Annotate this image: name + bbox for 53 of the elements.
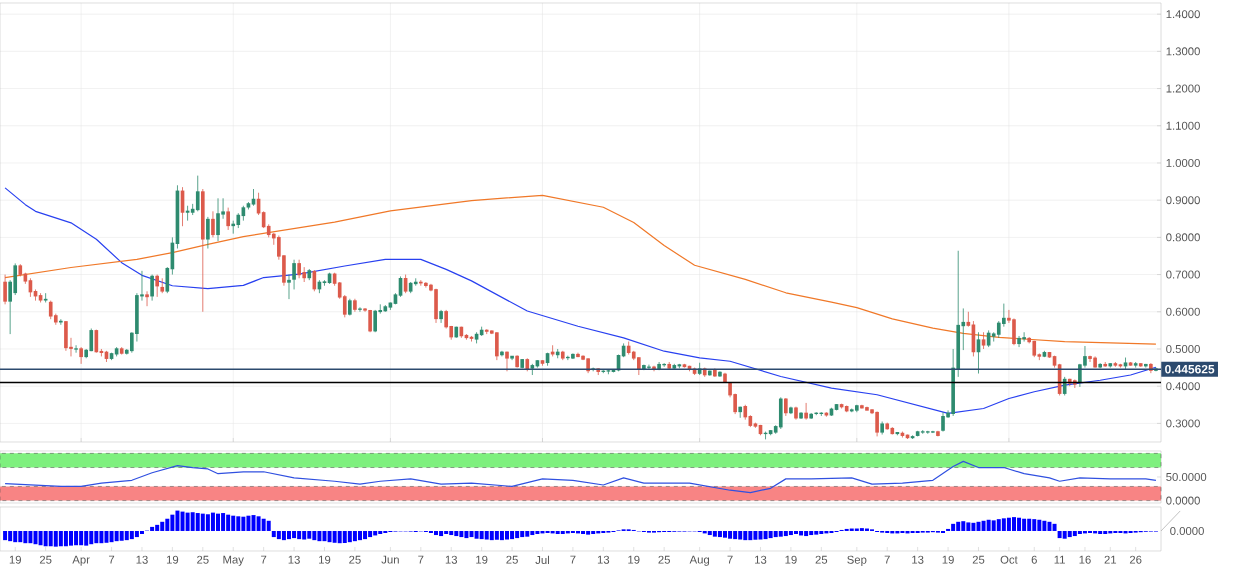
x-tick-label: 7: [570, 555, 576, 564]
x-tick-label: 7: [108, 555, 115, 564]
x-tick-label: 13: [445, 555, 458, 564]
y-tick-label: 50.0000: [1166, 472, 1207, 481]
x-tick-label: 13: [597, 555, 610, 564]
x-tick-label: 26: [1129, 555, 1142, 564]
x-tick-label: 7: [261, 555, 267, 564]
x-tick-label: 19: [785, 555, 797, 564]
y-tick-label: 0.3000: [1166, 419, 1200, 428]
x-tick-label: 6: [1031, 555, 1037, 564]
x-tick-label: 13: [755, 555, 767, 564]
x-tick-label: 25: [349, 555, 361, 564]
x-tick-label: May: [223, 555, 244, 566]
y-tick-label: 0.4000: [1166, 382, 1200, 391]
x-tick-label: 7: [884, 555, 890, 564]
x-tick-label: 19: [476, 555, 488, 564]
x-tick-label: 19: [319, 555, 331, 564]
x-tick-label: 7: [727, 555, 733, 564]
x-tick-label: 13: [136, 555, 148, 564]
x-tick-label: 16: [1079, 555, 1091, 564]
y-tick-label: 1.3000: [1166, 47, 1200, 56]
x-tick-label: 19: [942, 555, 954, 564]
x-tick-label: Jul: [535, 555, 549, 565]
x-tick-label: Apr: [72, 555, 90, 566]
x-tick-label: 11: [1054, 555, 1065, 564]
x-tick-label: 19: [9, 555, 21, 564]
x-tick-label: 21: [1104, 555, 1117, 564]
x-tick-label: Oct: [1000, 555, 1018, 564]
y-tick-label: 0.9000: [1166, 196, 1200, 205]
x-tick-label: Sep: [847, 555, 867, 566]
y-tick-label: 1.2000: [1166, 84, 1200, 93]
x-tick-label: 25: [815, 555, 828, 564]
y-tick-label: 1.1000: [1166, 121, 1200, 130]
x-tick-label: 13: [912, 555, 924, 564]
y-tick-label: 0.5000: [1166, 344, 1200, 353]
x-tick-label: 19: [166, 555, 179, 564]
x-tick-label: 25: [972, 555, 985, 564]
y-tick-label: 0.7000: [1166, 270, 1200, 279]
x-tick-label: Jun: [381, 555, 399, 564]
y-tick-label: 1.4000: [1166, 10, 1200, 19]
x-tick-label: 19: [628, 555, 640, 564]
x-tick-label: 13: [288, 555, 300, 564]
x-tick-label: 25: [39, 555, 52, 564]
x-tick-label: 25: [197, 555, 209, 564]
ref-line-label: 0.445625: [1165, 364, 1215, 374]
x-tick-label: Aug: [689, 555, 710, 566]
x-tick-label: 25: [658, 555, 670, 564]
y-tick-label: 0.0000: [1166, 496, 1200, 505]
y-tick-label: 0.6000: [1166, 307, 1200, 316]
x-tick-label: 25: [506, 555, 518, 564]
y-tick-label: 0.8000: [1166, 233, 1200, 242]
y-tick-label: 1.0000: [1166, 158, 1200, 167]
x-tick-label: 7: [418, 555, 424, 564]
